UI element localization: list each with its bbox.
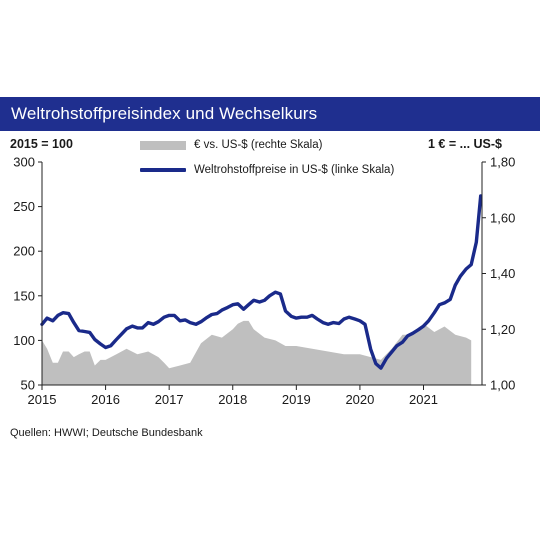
- legend-label-line: Weltrohstoffpreise in US-$ (linke Skala): [194, 164, 395, 176]
- right-tick-label: 1,20: [490, 322, 515, 337]
- x-tick-label: 2017: [155, 392, 184, 407]
- left-tick-label: 50: [21, 378, 35, 393]
- x-tick-label: 2021: [409, 392, 438, 407]
- right-tick-label: 1,00: [490, 378, 515, 393]
- left-tick-label: 100: [13, 333, 35, 348]
- x-tick-label: 2016: [91, 392, 120, 407]
- left-axis-note: 2015 = 100: [10, 137, 73, 151]
- chart-title: Weltrohstoffpreisindex und Wechselkurs: [11, 104, 318, 123]
- right-tick-label: 1,60: [490, 210, 515, 225]
- right-tick-label: 1,80: [490, 155, 515, 170]
- legend-swatch-line: [140, 168, 186, 172]
- title-bar: Weltrohstoffpreisindex und Wechselkurs: [0, 97, 540, 131]
- x-tick-label: 2020: [345, 392, 374, 407]
- source-note: Quellen: HWWI; Deutsche Bundesbank: [10, 427, 203, 439]
- axis-layer: 50 100 150 200 250 300 1,00 1,20 1,40 1,60 1,80 201…: [13, 155, 515, 408]
- line-series-commodity-prices: [40, 194, 483, 370]
- x-tick-label: 2018: [218, 392, 247, 407]
- legend-item-line: Weltrohstoffpreise in US-$ (linke Skala): [140, 164, 394, 176]
- right-axis-note: 1 € = ... US-$: [428, 137, 502, 151]
- left-tick-label: 150: [13, 288, 35, 303]
- left-tick-label: 300: [13, 155, 35, 170]
- legend-item-area: € vs. US-$ (rechte Skala): [140, 139, 322, 151]
- legend-label-area: € vs. US-$ (rechte Skala): [194, 139, 323, 151]
- x-tick-label: 2015: [28, 392, 57, 407]
- area-series-eur-usd: [42, 320, 472, 385]
- line-layer: [40, 194, 483, 370]
- legend-swatch-area: [140, 140, 186, 150]
- right-tick-label: 1,40: [490, 266, 515, 281]
- x-tick-label: 2019: [282, 392, 311, 407]
- left-tick-label: 200: [13, 244, 35, 259]
- left-tick-label: 250: [13, 199, 35, 214]
- area-layer: [42, 320, 472, 385]
